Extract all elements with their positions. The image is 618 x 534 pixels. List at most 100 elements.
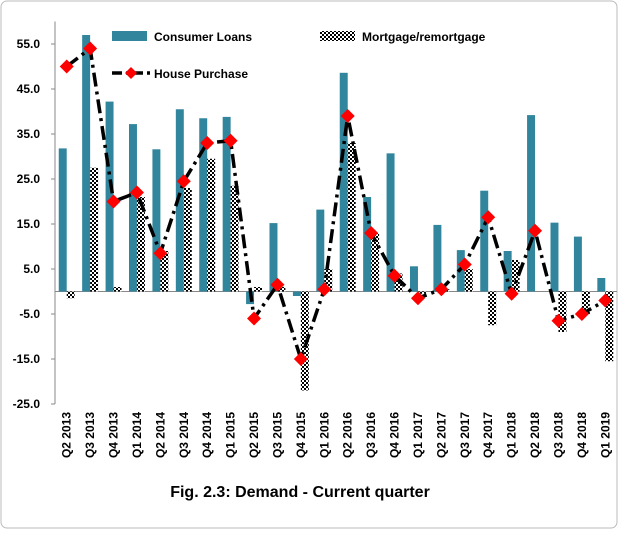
y-tick-label: 15.0 [17, 217, 41, 231]
y-tick-label: 45.0 [17, 82, 41, 96]
y-tick-label: -5.0 [19, 307, 40, 321]
x-tick-label: Q3 2014 [177, 412, 191, 458]
bar [222, 116, 231, 292]
x-tick-label: Q3 2017 [458, 412, 472, 458]
bar [128, 124, 137, 292]
bar [550, 222, 559, 292]
bar [527, 115, 536, 292]
x-tick-label: Q3 2018 [551, 412, 565, 458]
x-tick-label: Q4 2013 [107, 412, 121, 458]
x-tick-label: Q2 2015 [247, 412, 261, 458]
bar [511, 260, 520, 292]
bar [371, 233, 380, 292]
bar [433, 224, 442, 292]
y-tick-label: 55.0 [17, 37, 41, 51]
x-tick-label: Q3 2016 [364, 412, 378, 458]
bar [207, 158, 216, 292]
marker [364, 226, 379, 240]
marker [574, 307, 589, 321]
bar [269, 223, 278, 292]
bar [394, 273, 403, 292]
marker [270, 277, 285, 292]
marker [317, 282, 332, 297]
marker [153, 246, 168, 261]
x-tick-label: Q1 2017 [411, 412, 425, 458]
x-tick-label: Q4 2016 [388, 412, 402, 458]
bar [300, 291, 309, 391]
marker [176, 174, 191, 189]
marker [129, 185, 144, 200]
x-tick-label: Q1 2015 [224, 412, 238, 458]
marker [223, 133, 238, 148]
legend-label: Mortgage/remortgage [362, 30, 486, 44]
y-tick-label: -15.0 [13, 352, 41, 366]
x-tick-label: Q1 2014 [130, 412, 144, 458]
bar [597, 278, 606, 292]
x-tick-label: Q4 2014 [200, 412, 214, 458]
bar [503, 251, 512, 292]
x-tick-label: Q3 2013 [83, 412, 97, 458]
marker [200, 136, 215, 150]
bar [488, 291, 497, 326]
bar [573, 236, 582, 292]
y-tick-label: -25.0 [13, 397, 41, 411]
bar [160, 251, 169, 292]
line [65, 45, 607, 365]
bar [175, 109, 184, 292]
bar [363, 197, 372, 292]
marker [340, 109, 355, 123]
bar [316, 209, 325, 292]
marker [481, 210, 496, 225]
marker [551, 313, 566, 328]
x-tick-label: Q2 2016 [341, 412, 355, 458]
bar [292, 291, 301, 296]
marker [247, 311, 262, 326]
caption: Fig. 2.3: Demand - Current quarter [170, 484, 430, 501]
x-tick-label: Q4 2015 [294, 412, 308, 458]
x-tick-label: Q1 2018 [505, 412, 519, 458]
x-tick-label: Q1 2019 [598, 412, 612, 458]
bar [558, 291, 567, 332]
marker [457, 257, 472, 272]
marker [434, 282, 449, 297]
bar [105, 101, 114, 292]
y-tick-label: 5.0 [23, 262, 40, 276]
x-tick-label: Q2 2013 [60, 412, 74, 458]
x-tick-label: Q1 2016 [317, 412, 331, 458]
legend-swatch [112, 31, 147, 41]
marker [293, 352, 308, 366]
marker [528, 223, 543, 238]
x-tick-label: Q2 2018 [528, 412, 542, 458]
marker [387, 268, 402, 283]
bar [347, 143, 356, 292]
x-tick-label: Q2 2014 [153, 412, 167, 458]
legend-label: House Purchase [154, 67, 248, 81]
marker [410, 291, 425, 306]
x-tick-label: Q4 2017 [481, 412, 495, 458]
bar [581, 291, 590, 314]
marker [83, 41, 98, 56]
y-tick-label: 25.0 [17, 172, 41, 186]
marker [504, 286, 519, 301]
bar [113, 287, 122, 292]
bar [58, 148, 67, 292]
x-tick-label: Q3 2015 [270, 412, 284, 458]
bar [230, 185, 239, 292]
bar [254, 287, 263, 292]
bar [152, 149, 161, 292]
bar [82, 35, 91, 292]
marker [598, 293, 613, 308]
bar [417, 291, 426, 294]
y-tick-label: 35.0 [17, 127, 41, 141]
bar [90, 167, 99, 292]
legend-marker [125, 67, 137, 79]
bar [199, 118, 208, 292]
marker [59, 59, 74, 74]
marker [106, 194, 121, 209]
bar [464, 269, 473, 292]
bar [277, 287, 286, 292]
x-tick-label: Q2 2017 [434, 412, 448, 458]
legend-label: Consumer Loans [154, 30, 252, 44]
